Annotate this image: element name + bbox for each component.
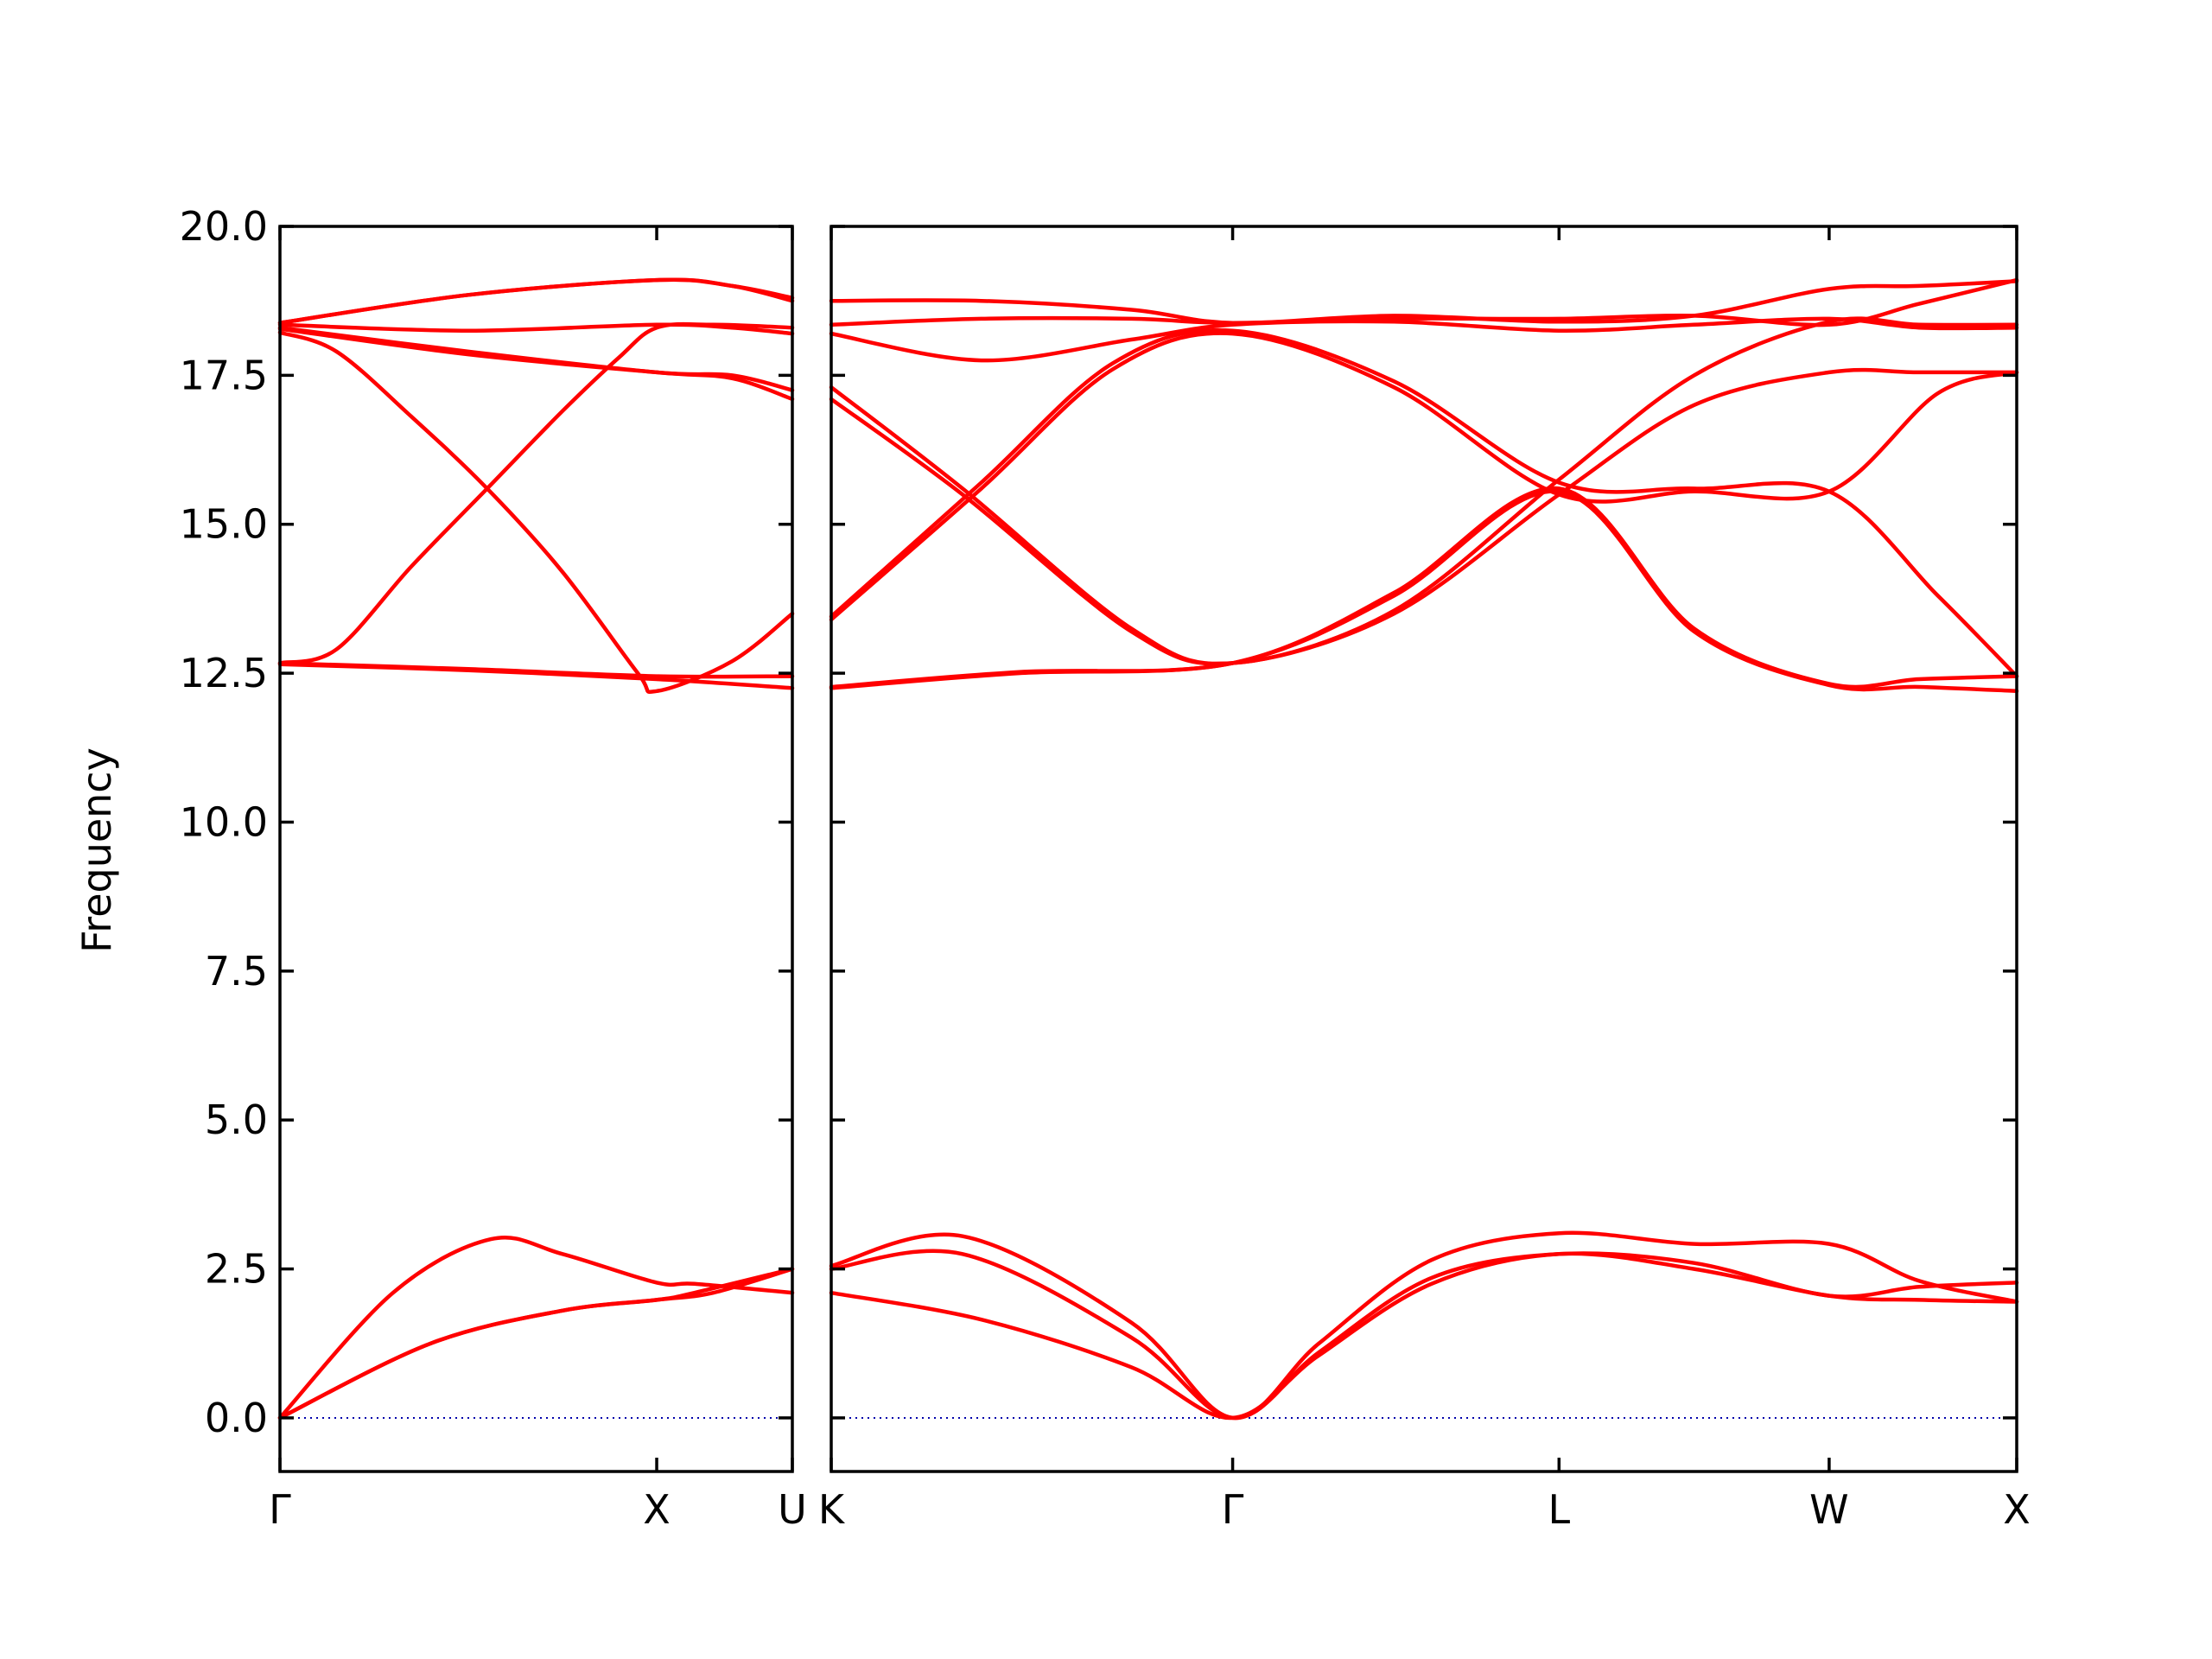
band-line-3 (277, 1267, 795, 1421)
y-tick-label: 0.0 (205, 1395, 268, 1441)
plot-frame (278, 225, 794, 1473)
x-tick-label: U (778, 1486, 807, 1533)
band-line-3 (829, 1230, 2019, 1421)
band-line-9 (277, 325, 795, 392)
band-line-1 (277, 1235, 795, 1421)
panel-1: 0.0 2.5 5.0 7.5 10.0 12.5 15.0 17.5 20.0 Γ X U (180, 203, 807, 1533)
y-tick-label: 10.0 (180, 798, 268, 845)
x-tick-label: X (643, 1486, 671, 1533)
band-line-5 (277, 661, 795, 679)
y-tick-label: 12.5 (180, 650, 268, 696)
x-tick-label: K (818, 1486, 846, 1533)
y-axis-label: Frequency (73, 747, 120, 953)
y-tick-label: 20.0 (180, 203, 268, 250)
x-tick-label: Γ (1222, 1486, 1244, 1533)
y-tick-label: 2.5 (205, 1246, 268, 1293)
band-line-2 (829, 1249, 2019, 1421)
band-line-12 (277, 277, 795, 325)
y-tick-label: 17.5 (180, 352, 268, 398)
y-tick-label: 15.0 (180, 501, 268, 548)
band-line-2 (277, 1267, 795, 1421)
band-line-6 (829, 331, 2019, 622)
band-line-1 (829, 1251, 2019, 1421)
y-tick-label: 7.5 (205, 948, 268, 995)
panels: 0.0 2.5 5.0 7.5 10.0 12.5 15.0 17.5 20.0 Γ X U K Γ L W X (180, 203, 2031, 1533)
x-tick-label: L (1548, 1486, 1570, 1533)
y-tick-label: 5.0 (205, 1096, 268, 1143)
band-line-12 (829, 279, 2019, 326)
band-line-5 (829, 486, 2019, 690)
plot-frame (830, 225, 2018, 1473)
band-line-8 (829, 367, 2019, 666)
band-line-7 (277, 330, 795, 695)
x-tick-label: W (1809, 1486, 1848, 1533)
band-line-7 (829, 327, 2019, 678)
x-tick-label: X (2003, 1486, 2031, 1533)
x-tick-label: Γ (269, 1486, 291, 1533)
band-line-10 (277, 322, 795, 336)
